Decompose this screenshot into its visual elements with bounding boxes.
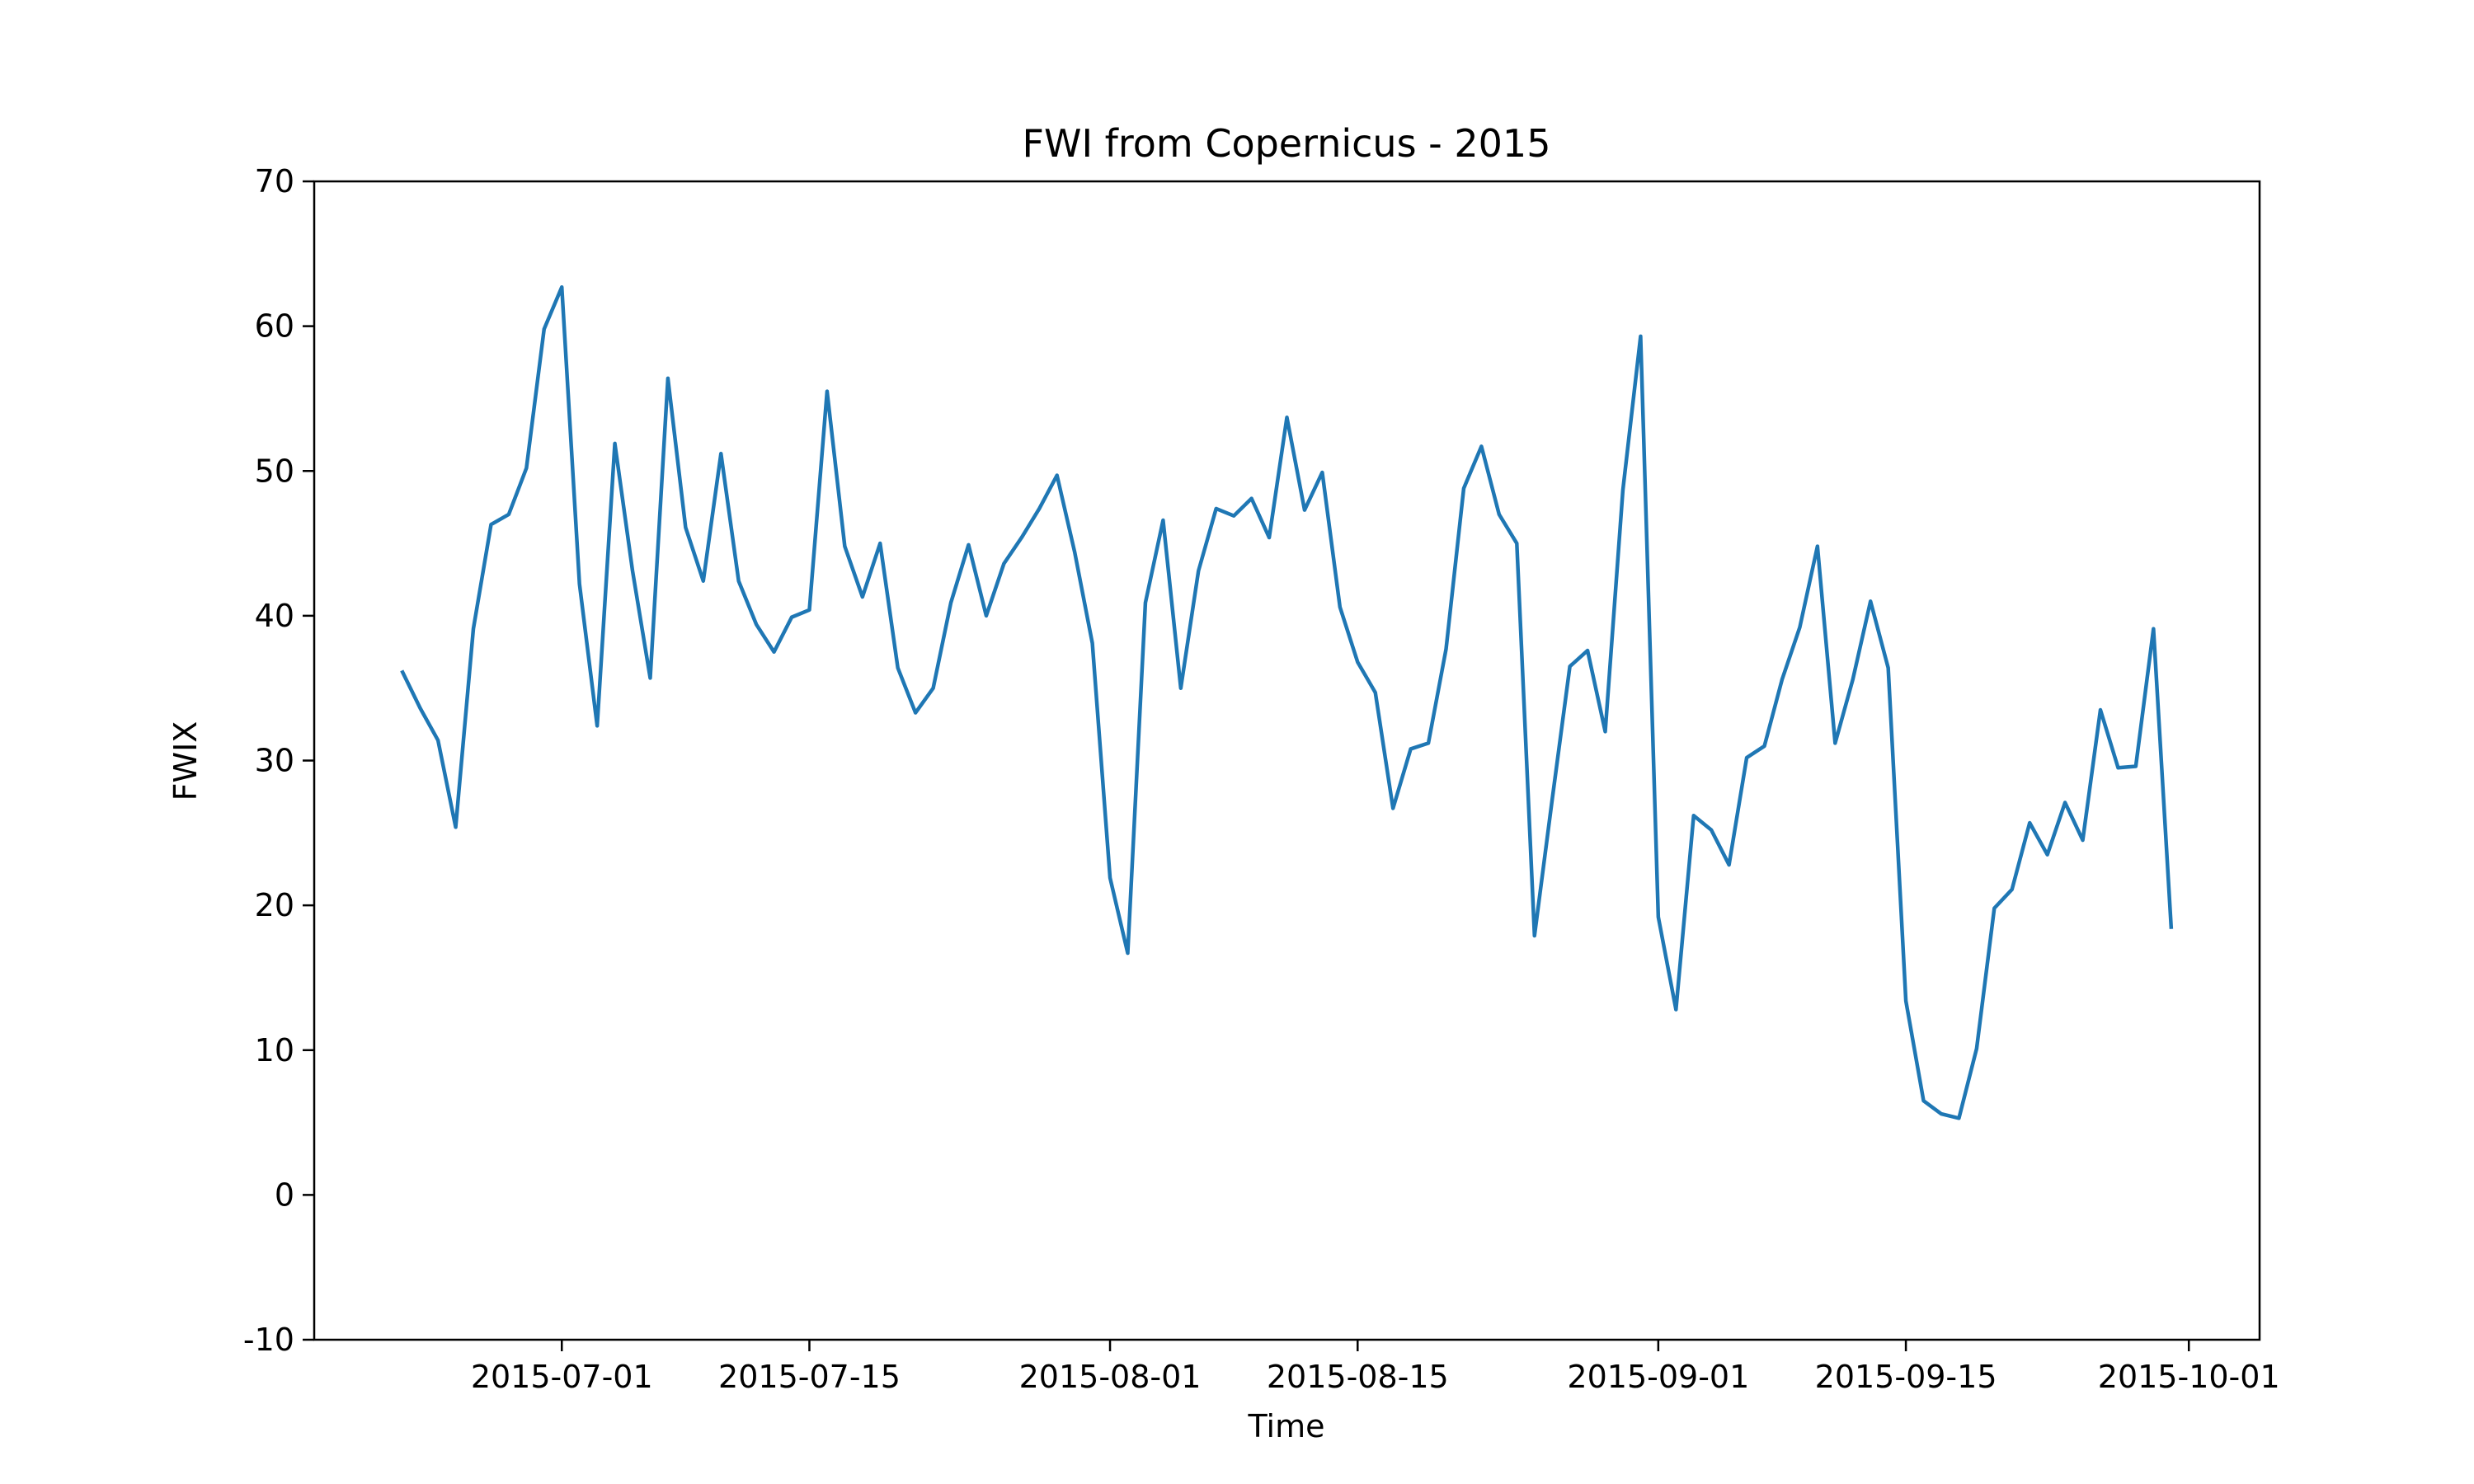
y-axis-label: FWIX bbox=[167, 721, 204, 801]
x-tick-label: 2015-10-01 bbox=[2098, 1359, 2280, 1395]
x-tick-label: 2015-07-01 bbox=[471, 1359, 653, 1395]
y-tick-label: 50 bbox=[255, 453, 294, 489]
x-tick-label: 2015-09-15 bbox=[1815, 1359, 1997, 1395]
y-tick-label: 20 bbox=[255, 887, 294, 923]
y-tick-label: 40 bbox=[255, 598, 294, 634]
y-tick-label: 0 bbox=[275, 1176, 294, 1213]
y-tick-label: 10 bbox=[255, 1032, 294, 1068]
x-axis-label: Time bbox=[1248, 1408, 1325, 1444]
y-tick-label: 70 bbox=[255, 163, 294, 200]
y-tick-label: 30 bbox=[255, 743, 294, 779]
x-tick-label: 2015-08-01 bbox=[1019, 1359, 1202, 1395]
data-line bbox=[400, 284, 2174, 1120]
x-tick-label: 2015-09-01 bbox=[1567, 1359, 1749, 1395]
x-tick-label: 2015-08-15 bbox=[1267, 1359, 1449, 1395]
plot-frame bbox=[313, 180, 2261, 1341]
chart-title: FWI from Copernicus - 2015 bbox=[1023, 121, 1551, 166]
x-tick-label: 2015-07-15 bbox=[718, 1359, 901, 1395]
y-tick-label: 60 bbox=[255, 308, 294, 345]
y-tick-label: -10 bbox=[243, 1322, 294, 1358]
